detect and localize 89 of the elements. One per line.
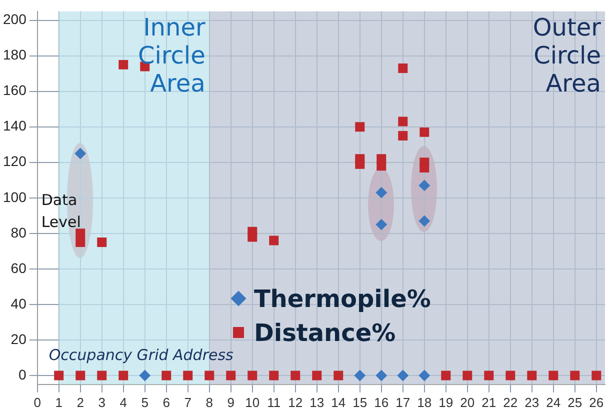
x-tick-label: 6 — [162, 394, 170, 410]
point — [118, 370, 128, 380]
x-tick-label: 24 — [546, 394, 561, 410]
point — [506, 370, 516, 380]
x-tick-label: 16 — [374, 394, 389, 410]
x-tick-label: 12 — [288, 394, 303, 410]
point — [76, 370, 86, 380]
y-tick-label: 120 — [3, 153, 27, 170]
point — [570, 370, 580, 380]
y-tick-label: 80 — [10, 224, 27, 240]
x-tick-label: 5 — [141, 394, 148, 410]
y-tick-label: 20 — [10, 330, 27, 347]
point — [139, 370, 150, 382]
point — [527, 370, 537, 380]
point — [420, 162, 430, 172]
y-tick-label: 200 — [3, 11, 27, 28]
point — [354, 370, 366, 382]
point — [441, 370, 451, 380]
x-tick-label: 20 — [460, 394, 475, 410]
x-tick-label: 23 — [524, 394, 540, 410]
x-tick-label: 8 — [206, 394, 213, 410]
point — [54, 370, 64, 380]
point — [592, 370, 602, 380]
point — [548, 370, 558, 380]
x-tick-label: 2 — [76, 394, 84, 410]
x-tick-label: 14 — [331, 394, 346, 410]
y-tick-label: 40 — [10, 295, 27, 312]
x-tick-label: 13 — [310, 394, 324, 410]
y-tick-label: 100 — [3, 188, 27, 205]
point — [397, 370, 408, 382]
point — [76, 238, 86, 248]
y-tick-label: 60 — [10, 260, 27, 276]
point — [398, 130, 408, 140]
y-tick-label: 160 — [3, 82, 27, 98]
y-tick-label: 0 — [18, 366, 27, 382]
point — [355, 159, 365, 169]
point — [376, 370, 387, 382]
x-tick-label: 18 — [417, 394, 432, 410]
x-tick-label: 11 — [267, 394, 281, 410]
x-tick-label: 17 — [396, 394, 410, 410]
point — [334, 370, 344, 380]
point — [269, 370, 279, 380]
point — [74, 148, 86, 159]
x-tick-label: 19 — [438, 394, 454, 410]
point — [398, 116, 408, 126]
y-tick-label: 140 — [3, 118, 27, 134]
legend-label: Distance% — [254, 318, 396, 349]
point — [355, 122, 365, 132]
point — [418, 215, 430, 226]
point — [462, 370, 472, 380]
point — [376, 161, 386, 171]
point — [376, 219, 387, 230]
x-tick-label: 4 — [120, 394, 127, 410]
x-tick-label: 0 — [34, 394, 41, 410]
x-axis-title: Occupancy Grid Address — [48, 346, 234, 364]
x-tick-label: 22 — [503, 394, 518, 410]
point — [76, 228, 86, 238]
band-label: Outer Circle Area — [532, 14, 602, 98]
point — [162, 370, 172, 380]
legend-label: Thermopile% — [254, 284, 431, 315]
y-axis-title: Data Level — [41, 190, 82, 234]
point — [226, 370, 236, 380]
point — [376, 187, 387, 198]
x-tick-label: 7 — [184, 394, 192, 410]
x-tick-label: 26 — [589, 394, 604, 410]
x-tick-label: 9 — [227, 394, 234, 410]
point — [97, 370, 107, 380]
band-label: Inner Circle Area — [138, 14, 206, 98]
point — [418, 370, 430, 382]
point — [398, 63, 408, 73]
x-tick-label: 21 — [482, 394, 496, 410]
point — [269, 236, 279, 246]
x-tick-label: 3 — [98, 394, 106, 410]
point — [183, 370, 193, 380]
x-tick-label: 15 — [352, 394, 368, 410]
point — [312, 370, 322, 380]
point — [420, 127, 430, 137]
y-tick-label: 180 — [3, 46, 27, 63]
point — [118, 60, 128, 70]
x-tick-label: 10 — [245, 394, 260, 410]
x-tick-label: 1 — [55, 394, 62, 410]
x-tick-label: 25 — [568, 394, 582, 410]
point — [418, 180, 430, 191]
point — [97, 238, 107, 248]
point — [248, 232, 258, 242]
point — [204, 370, 214, 380]
point — [484, 370, 494, 380]
point — [290, 370, 300, 380]
point — [248, 370, 258, 380]
